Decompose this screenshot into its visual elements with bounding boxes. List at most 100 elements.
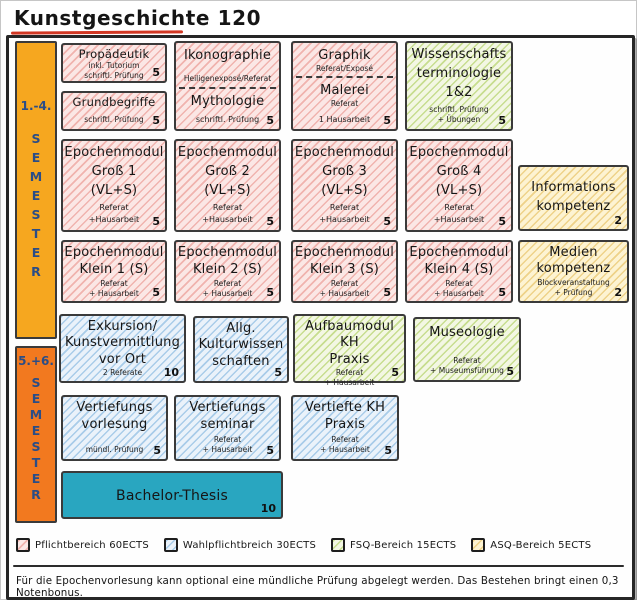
module-exam-note: Referat +Hausarbeit [319, 203, 370, 224]
pflichtbereich-swatch-icon [16, 538, 30, 552]
module-ects-badge: 5 [383, 114, 391, 127]
module-exkursion: Exkursion/ Kunstvermittlung vor Ort 2 Re… [59, 314, 186, 383]
module-exam-note: schriftl. Prüfung + Übungen [429, 104, 489, 124]
legend-label: Pflichtbereich 60ECTS [35, 539, 149, 551]
module-exam-note: Referat + Hausarbeit [320, 434, 370, 454]
legend-label: ASQ-Bereich 5ECTS [490, 539, 592, 551]
segment-ikonographie: Ikonographie Heiligenexposé/Referat [176, 43, 279, 87]
module-exam-note: 1 Hausarbeit [318, 115, 371, 124]
module-ects-badge: 5 [506, 365, 514, 378]
module-epochenmodul-klein-2: Epochenmodul Klein 2 (S) Referat + Hausa… [174, 240, 281, 303]
legend: Pflichtbereich 60ECTS Wahlpflichtbreich … [16, 538, 591, 552]
module-medienkompetenz: Medien kompetenz Blockveranstaltung + Pr… [518, 240, 629, 303]
module-ects-badge: 5 [152, 66, 160, 79]
module-ects-badge: 5 [383, 215, 391, 228]
segment-graphik: Graphik Referat/Exposé [293, 43, 396, 76]
module-title: Bachelor-Thesis [116, 488, 228, 505]
module-title: Epochenmodul Klein 1 (S) [64, 245, 164, 277]
module-exam-note: Referat + Museumsführung [430, 355, 504, 375]
module-museologie: Museologie Referat + Museumsführung 5 [413, 317, 521, 382]
module-ects-badge: 5 [266, 114, 274, 127]
page-title: Kunstgeschichte 120 [14, 6, 262, 30]
module-exam-note: Referat + Hausarbeit [202, 434, 253, 454]
module-title: Epochenmodul Klein 4 (S) [409, 245, 509, 277]
module-epochenmodul-klein-4: Epochenmodul Klein 4 (S) Referat + Hausa… [405, 240, 513, 303]
module-title: Propädeutik [78, 47, 150, 61]
module-title: Malerei [320, 83, 369, 98]
module-propaedeutik: Propädeutik inkl. Tutorium schriftl. Prü… [61, 43, 167, 83]
module-wissenschaftsterminologie: Wissenschafts terminologie 1&2 schriftl.… [405, 41, 513, 131]
fsq-bereich-swatch-icon [331, 538, 346, 552]
module-ects-badge: 5 [152, 286, 160, 299]
module-title: Epochenmodul Klein 3 (S) [294, 245, 395, 277]
module-title: Allg. Kulturwissen schaften [198, 321, 284, 369]
module-exam-note: Referat/Exposé [316, 63, 373, 73]
module-title: Ikonographie [183, 48, 272, 63]
footnote-divider [13, 565, 624, 567]
module-epochenmodul-gross-4: Epochenmodul Groß 4 (VL+S) Referat +Haus… [405, 139, 513, 232]
module-ects-badge: 5 [498, 114, 506, 127]
module-epochenmodul-klein-3: Epochenmodul Klein 3 (S) Referat + Hausa… [291, 240, 398, 303]
footnote-text: Für die Epochenvorlesung kann optional e… [16, 575, 619, 599]
module-title: Vertiefte KH Praxis [304, 400, 386, 432]
legend-item-wahlpflichtbereich: Wahlpflichtbreich 30ECTS [163, 538, 317, 552]
semester-word: S E M E S T E R [29, 131, 43, 279]
module-ects-badge: 10 [260, 502, 276, 515]
semester-word: S E M E S T E R [29, 375, 43, 502]
module-epochenmodul-gross-1: Epochenmodul Groß 1 (VL+S) Referat +Haus… [61, 139, 167, 232]
module-title: Medien kompetenz [536, 245, 611, 277]
module-ikonographie-mythologie: Ikonographie Heiligenexposé/Referat Myth… [174, 41, 281, 131]
module-title: Wissenschafts terminologie 1&2 [411, 47, 507, 100]
module-title: Grundbegriffe [72, 95, 156, 109]
module-vertiefungsseminar: Vertiefungs seminar Referat + Hausarbeit… [174, 395, 281, 461]
module-exam-note: Referat + Hausarbeit [89, 278, 139, 298]
module-exam-note: 2 Referate [102, 367, 143, 377]
module-exam-note: Blockveranstaltung + Prüfung [537, 277, 610, 297]
module-exam-note: Heiligenexposé/Referat [183, 73, 272, 83]
module-ects-badge: 2 [614, 214, 622, 227]
dashed-divider [179, 87, 276, 89]
title-underline [10, 30, 184, 35]
module-ects-badge: 5 [152, 114, 160, 127]
module-ects-badge: 2 [614, 286, 622, 299]
module-kulturwissenschaften: Allg. Kulturwissen schaften 5 [193, 316, 289, 383]
legend-label: FSQ-Bereich 15ECTS [350, 539, 457, 551]
module-exam-note: Referat +Hausarbeit [88, 203, 140, 224]
module-ects-badge: 5 [384, 444, 392, 457]
module-ects-badge: 5 [383, 286, 391, 299]
module-title: Mythologie [190, 94, 265, 109]
module-title: Epochenmodul Groß 1 (VL+S) [64, 145, 164, 198]
module-exam-note: Referat +Hausarbeit [433, 203, 485, 224]
module-exam-note: Referat [330, 98, 359, 108]
segment-malerei: Malerei Referat 1 Hausarbeit [293, 78, 396, 129]
module-ects-badge: 5 [498, 286, 506, 299]
module-ects-badge: 5 [498, 215, 506, 228]
module-exam-note: schriftl. Prüfung [195, 115, 260, 124]
segment-mythologie: Mythologie schriftl. Prüfung [176, 89, 279, 129]
module-exam-note: mündl. Prüfung [85, 444, 144, 454]
module-exam-note: Referat + Hausarbeit [324, 367, 375, 387]
legend-label: Wahlpflichtbreich 30ECTS [182, 539, 317, 551]
semester-range-label: 5.+6. [18, 354, 54, 368]
module-title: Museologie [429, 325, 505, 340]
module-title: Epochenmodul Klein 2 (S) [177, 245, 278, 277]
module-ects-badge: 5 [266, 444, 274, 457]
diagram-frame: 1.-4. S E M E S T E R 5.+6. S E M E S T … [6, 35, 635, 600]
module-ects-badge: 5 [153, 444, 161, 457]
module-ects-badge: 10 [163, 366, 179, 379]
module-bachelor-thesis: Bachelor-Thesis 10 [61, 471, 283, 519]
module-exam-note: Referat +Hausarbeit [202, 203, 253, 224]
module-aufbaumodul-kh-praxis: Aufbaumodul KH Praxis Referat + Hausarbe… [293, 314, 406, 387]
module-graphik-malerei: Graphik Referat/Exposé Malerei Referat 1… [291, 41, 398, 131]
module-title: Epochenmodul Groß 2 (VL+S) [177, 145, 278, 198]
module-exam-note: Referat + Hausarbeit [319, 278, 370, 298]
module-title: Aufbaumodul KH Praxis [304, 319, 395, 367]
semester-range-label: 1.-4. [20, 99, 52, 113]
module-epochenmodul-gross-2: Epochenmodul Groß 2 (VL+S) Referat +Haus… [174, 139, 281, 232]
module-ects-badge: 5 [266, 215, 274, 228]
module-title: Exkursion/ Kunstvermittlung vor Ort [64, 319, 181, 367]
module-ects-badge: 5 [152, 215, 160, 228]
legend-item-pflichtbereich: Pflichtbereich 60ECTS [16, 538, 149, 552]
module-vertiefungsvorlesung: Vertiefungs vorlesung mündl. Prüfung 5 [61, 395, 168, 461]
